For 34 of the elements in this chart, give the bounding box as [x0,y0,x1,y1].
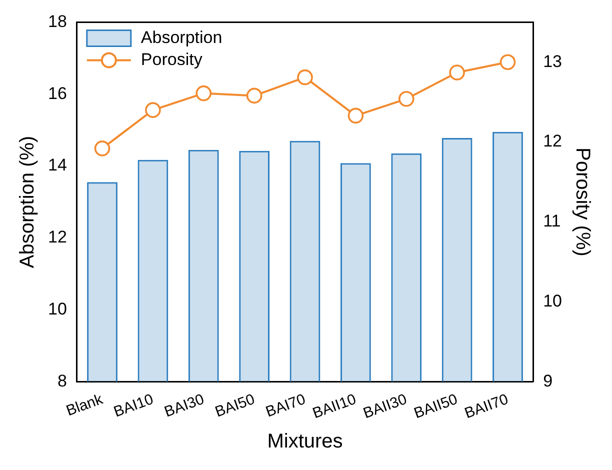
y-tick-label: 10 [48,299,67,318]
x-tick-label: BAII10 [310,390,358,422]
point [145,102,161,118]
y-tick-label: 14 [48,156,67,175]
y2-tick-label: 11 [543,212,561,231]
y-tick-label: 18 [48,12,67,31]
y2-tick-label: 10 [543,291,562,310]
x-tick-label: BAI30 [162,390,206,421]
y2-axis-title: Porosity (%) [571,147,594,256]
y-tick-label: 16 [48,84,67,103]
legend-label: Absorption [140,28,222,47]
x-tick-label: Blank [64,390,106,420]
point [246,88,262,104]
x-tick-label: BAII70 [462,390,511,422]
x-axis-title: Mixtures [267,430,343,453]
x-tick-label: BAI70 [264,390,308,421]
x-tick-label: BAII50 [412,390,460,422]
y-axis-title: Absorption (%) [16,136,39,268]
x-tick-label: BAII30 [361,390,410,422]
y2-tick-label: 9 [543,371,553,390]
x-tick-label: BAI10 [112,390,156,421]
y-tick-label: 12 [48,228,67,247]
point [348,108,364,124]
point [398,90,414,107]
y2-tick-label: 13 [543,52,562,71]
x-tick-label: BAI50 [212,390,258,421]
point [196,85,212,102]
point [297,69,313,86]
y2-tick-label: 12 [543,132,562,151]
point [500,54,516,70]
point [94,140,110,156]
legend-label: Porosity [140,50,203,69]
point [449,64,465,80]
y-tick-label: 8 [57,371,67,390]
